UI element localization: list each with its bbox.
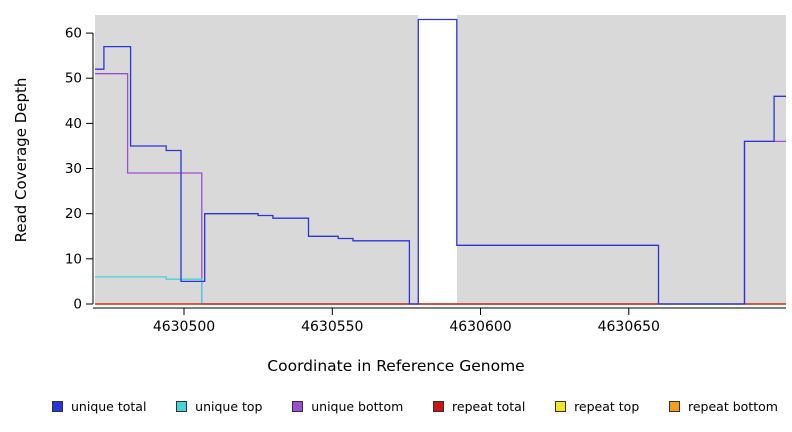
x-tick-label: 4630500	[153, 319, 215, 335]
coverage-gap-region	[418, 15, 457, 304]
legend-item-repeat-bottom: repeat bottom	[669, 399, 778, 414]
x-tick-label: 4630650	[598, 319, 660, 335]
legend-item-unique-top: unique top	[176, 399, 262, 414]
legend-label-unique-bottom: unique bottom	[311, 399, 404, 414]
y-tick-label: 30	[65, 161, 82, 177]
y-tick-label: 0	[73, 297, 82, 313]
legend-swatch-repeat-bottom	[669, 401, 680, 412]
y-tick-label: 20	[65, 206, 82, 222]
y-tick-label: 50	[65, 71, 82, 87]
legend-swatch-repeat-top	[555, 401, 567, 412]
y-tick-label: 10	[65, 251, 82, 267]
legend-item-repeat-total: repeat total	[433, 399, 525, 414]
legend-label-repeat-top: repeat top	[574, 399, 640, 414]
y-axis-title: Read Coverage Depth	[12, 77, 30, 243]
legend-swatch-repeat-total	[433, 401, 445, 412]
legend: unique total unique top unique bottom re…	[0, 399, 792, 414]
y-tick-label: 40	[65, 116, 82, 132]
legend-label-repeat-total: repeat total	[452, 399, 526, 414]
legend-label-repeat-bottom: repeat bottom	[688, 399, 778, 414]
x-tick-label: 4630600	[449, 319, 511, 335]
legend-swatch-unique-top	[176, 401, 188, 412]
x-axis-title: Coordinate in Reference Genome	[267, 357, 525, 375]
legend-swatch-unique-total	[52, 401, 63, 412]
legend-item-unique-bottom: unique bottom	[292, 399, 403, 414]
coverage-plot: 0 10 20 30 40 50 60 4630500 4630550 4630600 463065…	[65, 15, 786, 335]
series-line-unique-total	[95, 18, 786, 305]
y-tick-label: 60	[65, 26, 82, 42]
legend-item-unique-total: unique total	[52, 399, 146, 414]
x-tick-label: 4630550	[301, 319, 363, 335]
legend-item-repeat-top: repeat top	[555, 399, 639, 414]
legend-label-unique-top: unique top	[195, 399, 263, 414]
legend-label-unique-total: unique total	[71, 399, 147, 414]
legend-swatch-unique-bottom	[292, 401, 304, 412]
